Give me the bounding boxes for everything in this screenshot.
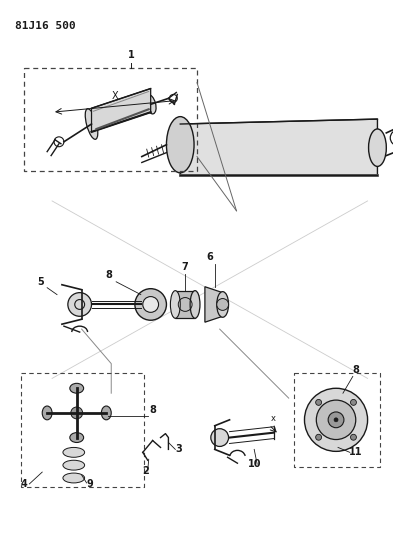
Text: 9: 9 (86, 479, 93, 489)
Circle shape (316, 399, 322, 406)
Text: 10: 10 (248, 459, 261, 469)
Text: 2: 2 (143, 466, 149, 476)
Text: 1: 1 (128, 50, 134, 60)
Text: 5: 5 (37, 277, 44, 287)
Circle shape (217, 298, 228, 310)
Text: 3: 3 (175, 445, 182, 454)
Circle shape (350, 434, 356, 440)
Ellipse shape (101, 406, 111, 420)
Ellipse shape (145, 95, 156, 114)
Text: 8: 8 (106, 270, 113, 280)
Circle shape (316, 434, 322, 440)
Circle shape (211, 429, 228, 447)
Text: 7: 7 (182, 262, 188, 272)
Circle shape (135, 289, 166, 320)
Ellipse shape (42, 406, 52, 420)
Text: 6: 6 (206, 252, 213, 262)
Circle shape (71, 407, 83, 419)
Ellipse shape (85, 109, 98, 139)
Polygon shape (205, 287, 223, 322)
Ellipse shape (63, 447, 85, 457)
Circle shape (328, 412, 344, 427)
Ellipse shape (217, 292, 228, 317)
Circle shape (316, 400, 356, 440)
Ellipse shape (63, 460, 85, 470)
Polygon shape (180, 119, 377, 175)
Text: 11: 11 (349, 447, 362, 457)
Polygon shape (175, 290, 195, 318)
Polygon shape (91, 88, 150, 132)
Ellipse shape (369, 129, 386, 166)
Ellipse shape (190, 290, 200, 318)
Ellipse shape (63, 473, 85, 483)
Ellipse shape (70, 383, 84, 393)
Circle shape (334, 418, 338, 422)
Circle shape (68, 293, 91, 316)
Text: 81J16 500: 81J16 500 (15, 21, 75, 31)
Text: x: x (270, 414, 276, 423)
Circle shape (143, 296, 158, 312)
Circle shape (305, 388, 367, 451)
Text: 8: 8 (352, 366, 359, 375)
Ellipse shape (166, 117, 194, 173)
Ellipse shape (170, 290, 180, 318)
Text: 4: 4 (21, 479, 28, 489)
Circle shape (350, 399, 356, 406)
Text: X: X (112, 91, 118, 101)
Text: 8: 8 (149, 405, 156, 415)
Ellipse shape (70, 433, 84, 442)
